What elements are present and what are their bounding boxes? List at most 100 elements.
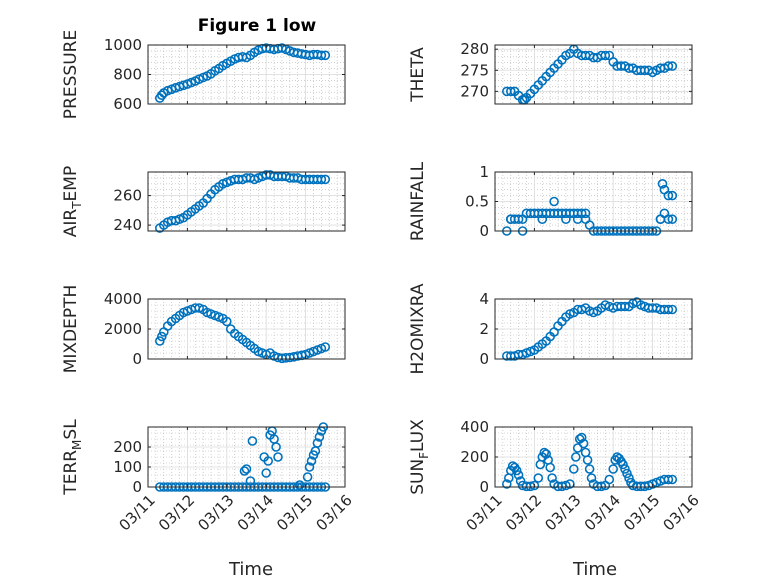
x-tick-label: 03/14	[581, 491, 624, 534]
x-tick-label: 03/11	[463, 491, 506, 534]
subplot-pressure: 600 800 1000 PRESSURE	[61, 30, 346, 119]
series-markers	[155, 303, 331, 364]
data-point	[667, 190, 678, 201]
y-tick-label: 0	[132, 350, 142, 368]
data-point	[320, 342, 331, 352]
data-point	[247, 436, 258, 446]
data-point	[529, 480, 540, 491]
y-tick-label: 240	[113, 216, 142, 234]
x-tick-label: 03/16	[660, 491, 703, 534]
data-point	[533, 473, 544, 483]
data-point	[312, 438, 323, 448]
data-point	[241, 464, 252, 474]
data-point	[663, 190, 674, 201]
x-tick-label: 03/11	[116, 491, 159, 534]
data-point	[561, 214, 571, 224]
subplot-air_temp: 240 260 AIRTEMP	[61, 166, 346, 237]
subplot-h2omixra: 0 2 4 H2OMIXRA	[408, 283, 693, 375]
data-point	[515, 476, 526, 486]
data-point	[549, 196, 559, 207]
y-tick-label: 0.5	[465, 193, 489, 211]
series-markers	[155, 170, 331, 233]
data-point	[263, 456, 274, 466]
data-point	[620, 464, 630, 474]
y-tick-label: 1000	[104, 36, 142, 54]
data-point	[624, 473, 634, 483]
subplot-theta: 270 275 280 THETA	[408, 40, 693, 105]
series-markers	[501, 432, 678, 492]
data-point	[222, 316, 232, 327]
y-tick-label: 4	[479, 290, 489, 308]
data-point	[157, 90, 167, 100]
data-point	[667, 474, 678, 485]
data-point	[539, 447, 550, 458]
subplot-mixdepth: 0 2000 4000 MIXDEPTH	[61, 285, 346, 374]
y-tick-label: 0	[132, 478, 142, 496]
series-markers	[501, 44, 678, 105]
y-tick-label: 2	[479, 320, 489, 338]
y-tick-label: 0	[479, 350, 489, 368]
data-point	[157, 331, 167, 342]
data-point	[667, 214, 678, 224]
data-point	[316, 174, 327, 185]
x-tick-label: 03/14	[234, 491, 277, 534]
y-tick-label: 200	[113, 438, 142, 456]
y-tick-label: 800	[113, 66, 142, 84]
x-tick-label: 03/16	[313, 491, 356, 534]
axes-box	[494, 44, 693, 105]
x-tick-label: 03/15	[620, 491, 663, 534]
data-point	[600, 50, 611, 61]
y-tick-label: 1	[479, 163, 489, 181]
y-tick-label: 280	[460, 40, 489, 58]
x-tick-label: 03/15	[273, 491, 316, 534]
data-point	[667, 304, 678, 315]
y-tick-label: 4000	[104, 290, 142, 308]
y-tick-label: 260	[113, 187, 142, 205]
data-point	[596, 481, 607, 492]
x-tick-label: 03/13	[194, 491, 237, 534]
x-axis-label-left: Time	[228, 559, 273, 580]
data-point	[572, 443, 583, 453]
subplot-sun_flux: 0 200 400 SUNFLUX 03/1103/1203/1303/1403/150…	[408, 418, 703, 534]
y-axis-label: PRESSURE	[61, 30, 81, 119]
y-tick-label: 600	[113, 95, 142, 113]
data-point	[604, 474, 615, 485]
data-point	[618, 459, 628, 470]
data-point	[568, 464, 579, 474]
data-point	[663, 304, 674, 315]
data-point	[261, 468, 272, 478]
data-point	[541, 449, 552, 459]
x-tick-label: 03/13	[541, 491, 584, 534]
y-tick-label: 270	[460, 82, 489, 100]
data-point	[320, 50, 331, 61]
data-point	[580, 214, 591, 224]
axes-box	[147, 426, 346, 488]
data-point	[501, 479, 512, 489]
y-tick-label: 0	[479, 478, 489, 496]
y-tick-label: 0	[479, 222, 489, 240]
y-tick-label: 275	[460, 61, 489, 79]
x-tick-label: 03/12	[155, 491, 198, 534]
x-tick-label: 03/12	[502, 491, 545, 534]
subplot-terr_msl: 0 100 200 TERRMSL 03/1103/1203/1303/1403/150…	[61, 419, 356, 535]
data-point	[271, 442, 281, 452]
y-tick-label: 200	[460, 448, 489, 466]
data-point	[314, 432, 325, 442]
y-tick-label: 400	[460, 418, 489, 436]
data-point	[513, 470, 524, 480]
data-point	[302, 472, 313, 482]
data-point	[273, 452, 283, 462]
y-axis-label: MIXDEPTH	[61, 285, 81, 374]
data-point	[622, 468, 632, 479]
data-point	[586, 473, 597, 483]
data-point	[584, 464, 595, 474]
y-axis-label: RAINFALL	[408, 161, 428, 241]
data-point	[294, 480, 305, 490]
data-point	[316, 50, 327, 61]
y-axis-label: TERRMSL	[61, 419, 84, 496]
subplot-rainfall: 0 0.5 1 RAINFALL	[408, 161, 693, 241]
data-point	[620, 301, 630, 312]
data-point	[657, 179, 668, 189]
